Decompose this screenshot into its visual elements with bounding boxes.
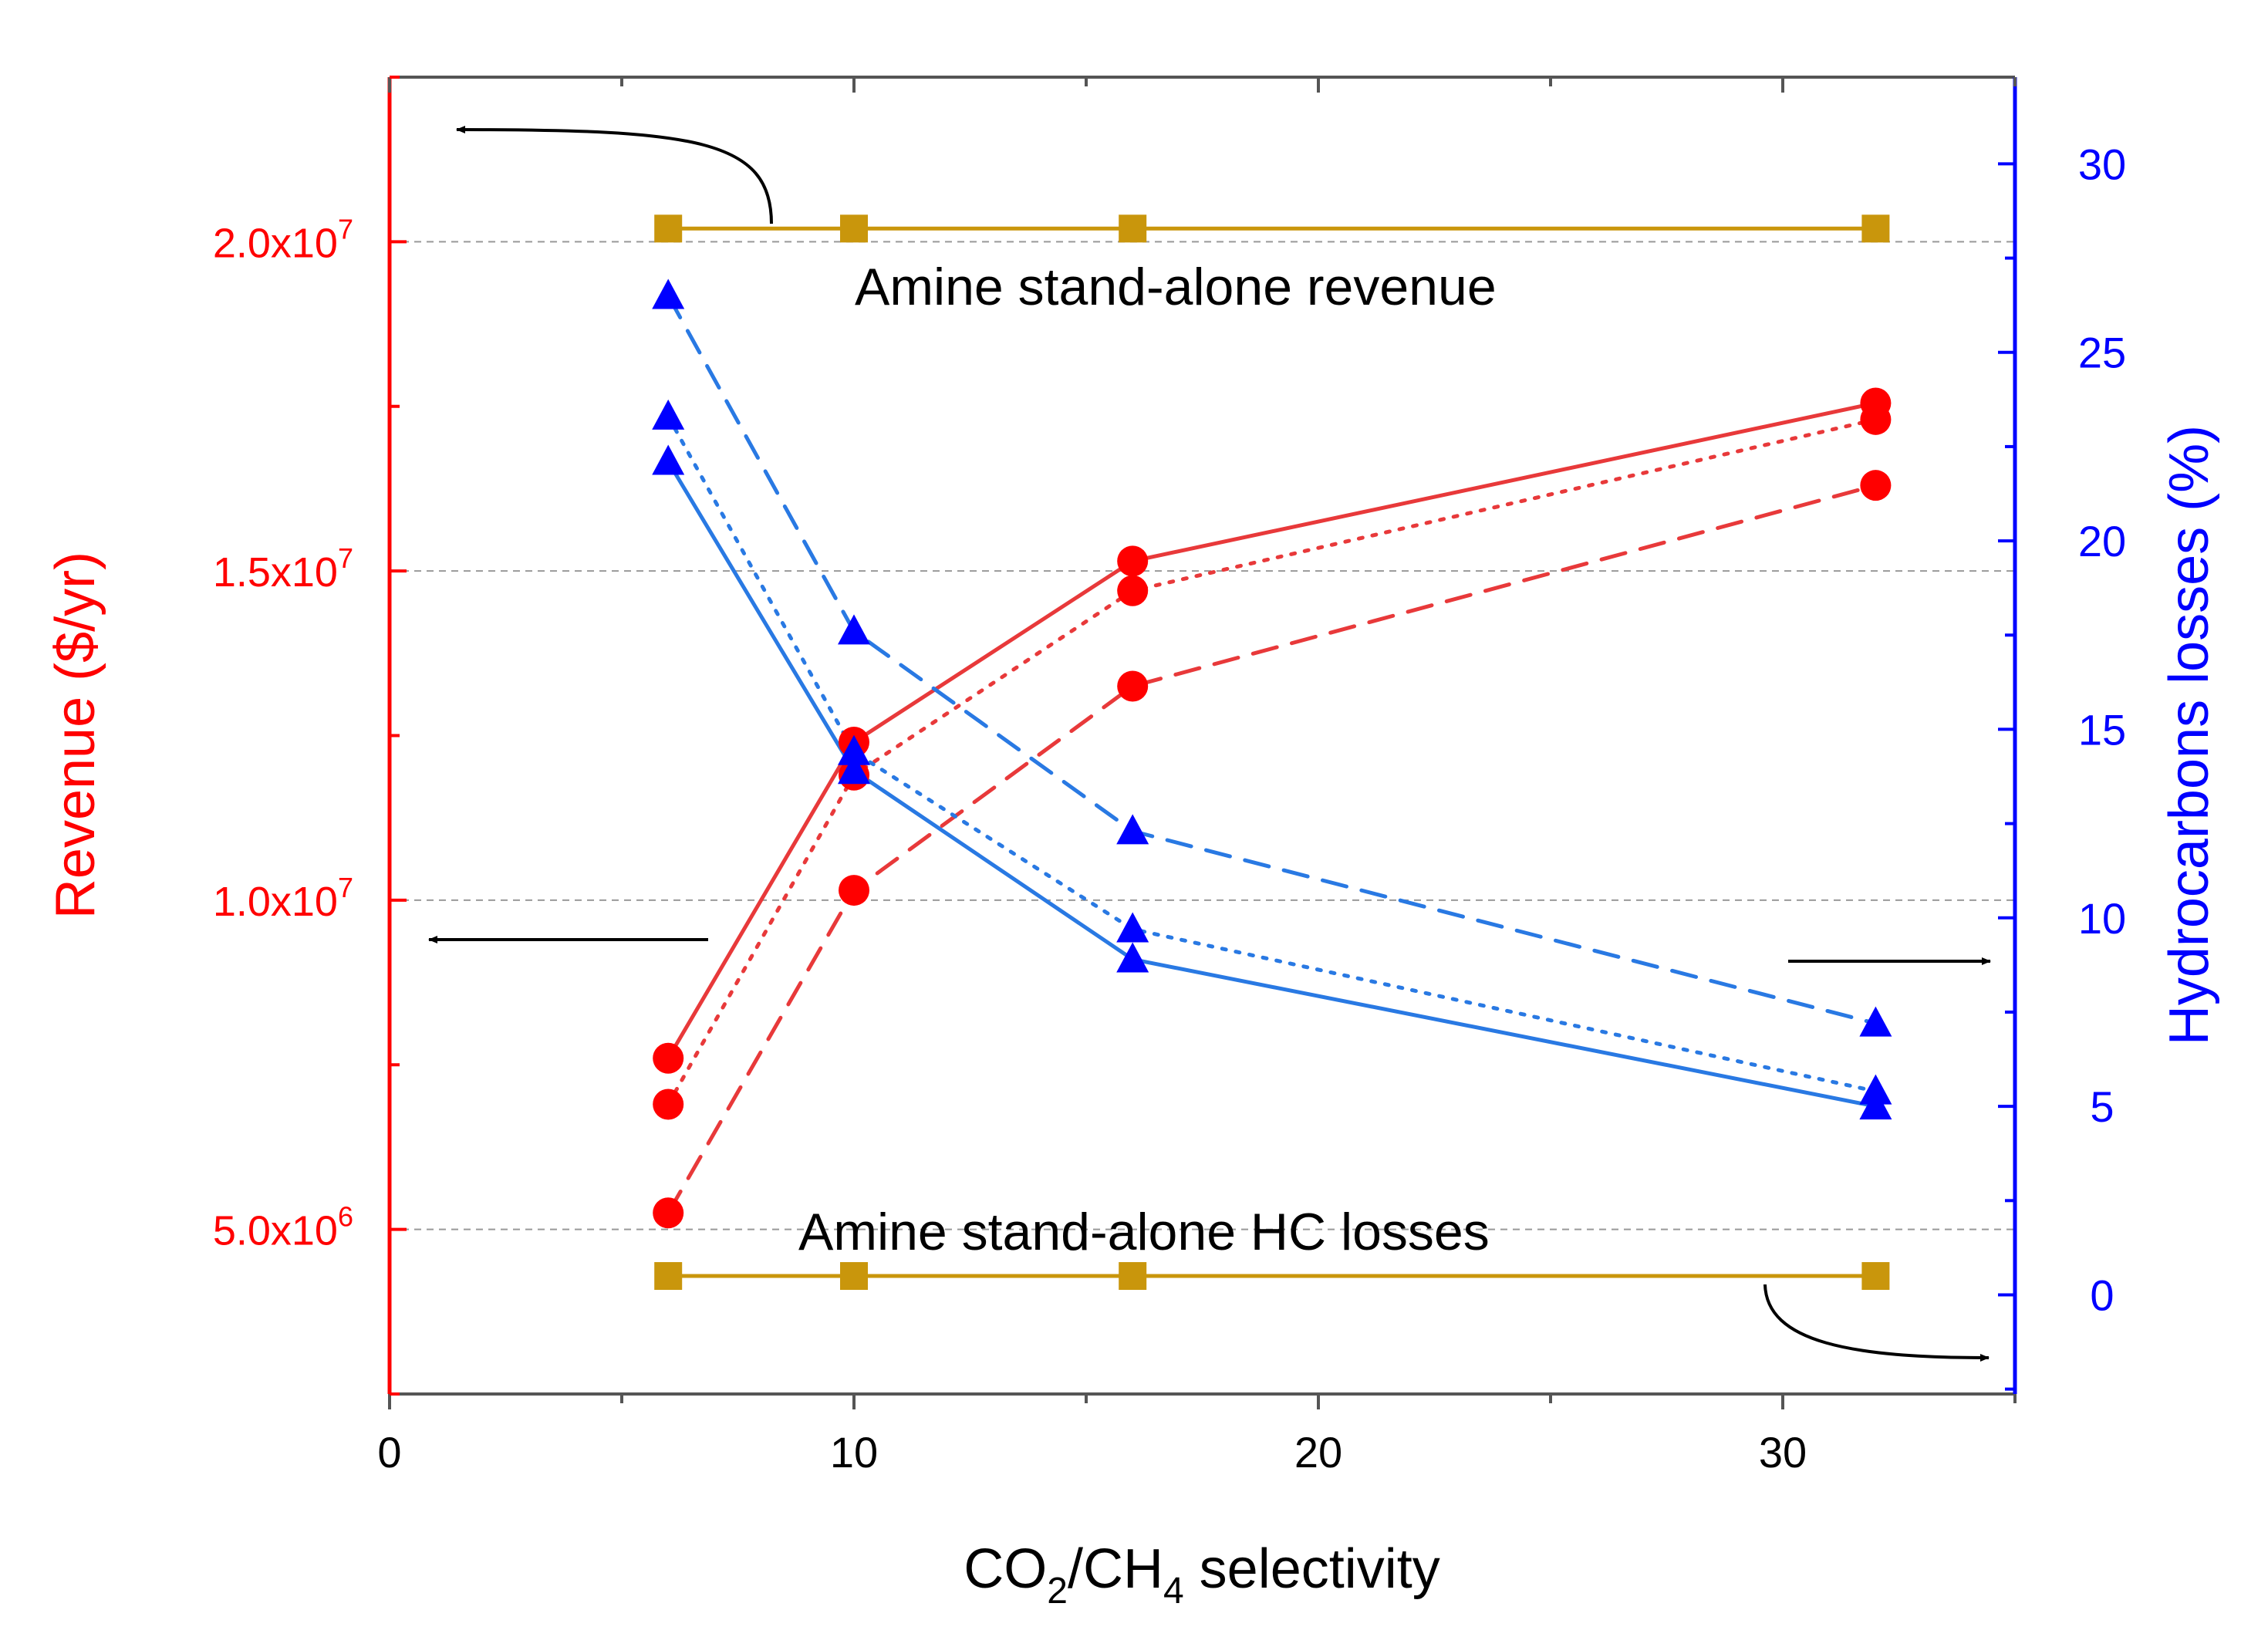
right-axis-title: Hydrocarbons losses (%) — [2158, 425, 2220, 1045]
right-tick-label: 30 — [2078, 140, 2126, 188]
series-markers — [652, 214, 1892, 1291]
losses-point — [652, 399, 685, 430]
amine-point — [654, 214, 683, 243]
losses-point — [1116, 912, 1149, 943]
amine-point — [1861, 1262, 1890, 1291]
right-tick-label: 20 — [2078, 517, 2126, 565]
right-tick-label: 0 — [2090, 1271, 2114, 1319]
amine-point — [1119, 1262, 1147, 1291]
series-line — [666, 293, 1878, 1026]
amine-point — [840, 214, 868, 243]
amine-losses-label: Amine stand-alone HC losses — [798, 1203, 1490, 1261]
axis-tick-labels: 0 10 20 30 5.0x106 1.0x107 1.5x107 2.0x107 0 5 10 1… — [213, 140, 2126, 1477]
series-lines — [666, 226, 1878, 1278]
losses-point — [1859, 1006, 1892, 1037]
amine-point — [840, 1262, 868, 1291]
series-line — [666, 400, 1878, 1061]
arrow-losses-bottom — [1763, 1284, 1990, 1362]
revenue-point — [653, 1089, 684, 1120]
amine-point — [1119, 214, 1147, 243]
losses-point — [1859, 1074, 1892, 1105]
right-tick-label: 5 — [2090, 1082, 2114, 1131]
x-tick-label: 10 — [830, 1428, 878, 1477]
revenue-point — [653, 1197, 684, 1229]
revenue-point — [1117, 670, 1149, 702]
revenue-point — [1860, 470, 1892, 501]
grid-lines — [390, 241, 2015, 1230]
losses-point — [838, 614, 870, 645]
revenue-point — [839, 875, 869, 906]
revenue-point — [1860, 403, 1892, 435]
losses-point — [652, 444, 685, 475]
x-tick-label: 30 — [1759, 1428, 1807, 1477]
losses-point — [838, 754, 870, 785]
amine-point — [1861, 214, 1890, 243]
series-line — [666, 417, 1878, 1106]
losses-point — [1859, 1089, 1892, 1120]
losses-point — [652, 278, 685, 309]
revenue-point — [653, 1042, 684, 1074]
right-tick-label: 15 — [2078, 705, 2126, 754]
x-tick-label: 0 — [377, 1428, 401, 1477]
right-tick-label: 10 — [2078, 894, 2126, 943]
right-tick-label: 25 — [2078, 329, 2126, 377]
left-tick-label: 2.0x107 — [213, 213, 353, 266]
losses-point — [1116, 814, 1149, 845]
x-tick-label: 20 — [1294, 1428, 1342, 1477]
x-axis-title: CO2/CH4 selectivity — [964, 1538, 1440, 1612]
revenue-point — [1117, 545, 1149, 577]
arrow-revenue-top — [456, 126, 773, 224]
left-tick-label: 1.5x107 — [213, 542, 353, 596]
amine-point — [654, 1262, 683, 1291]
left-tick-label: 5.0x106 — [213, 1201, 353, 1254]
losses-point — [838, 734, 870, 765]
losses-point — [1116, 942, 1149, 973]
left-axis-title: Revenue ($/yr) — [45, 552, 106, 919]
amine-revenue-label: Amine stand-alone revenue — [855, 258, 1497, 316]
revenue-point — [1117, 575, 1149, 606]
left-tick-label: 1.0x107 — [213, 872, 353, 925]
axis-ticks — [388, 76, 2017, 1409]
series-line — [666, 483, 1878, 1215]
series-line — [666, 459, 1878, 1109]
